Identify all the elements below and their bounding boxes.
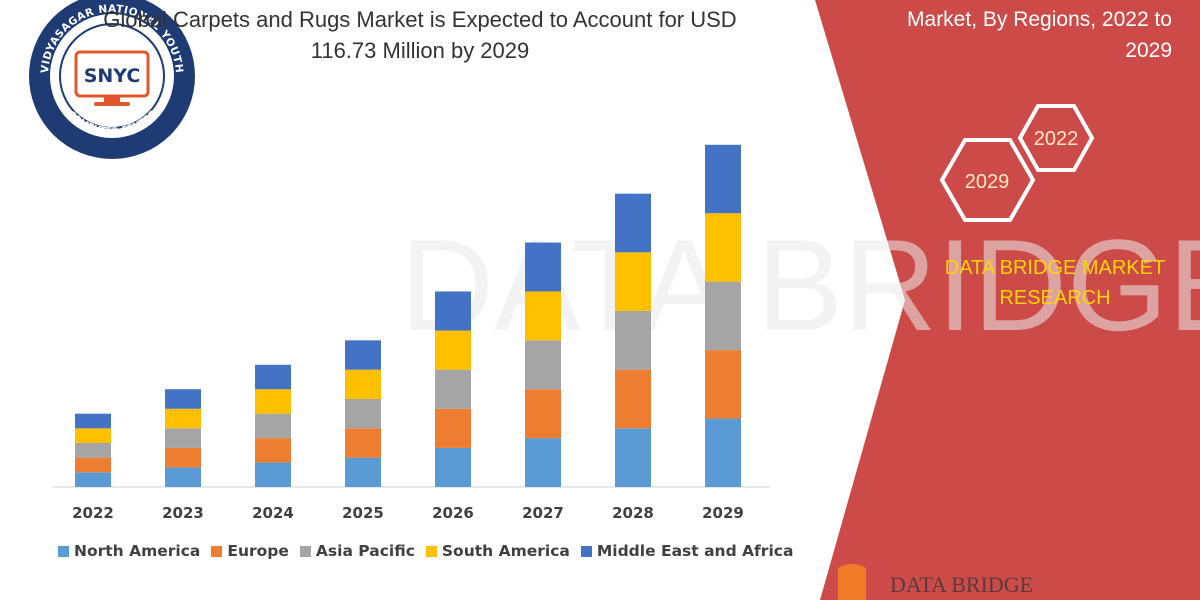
- red-side-panel: [815, 0, 1200, 600]
- hexagon-year-back: 2029: [965, 171, 1010, 193]
- bar-segment-2029-middle-east-and-africa: [705, 144, 741, 214]
- logo-mark-text: SNYC: [84, 65, 141, 87]
- hexagon-badge-back: [939, 138, 1036, 222]
- bar-segment-2024-north-america: [255, 462, 291, 487]
- chart-title: Global Carpets and Rugs Market is Expect…: [40, 4, 800, 66]
- hexagon-badge-front: [1017, 104, 1095, 172]
- bar-segment-2029-south-america: [705, 213, 741, 282]
- brand-line1: DATA BRIDGE MARKET: [944, 257, 1166, 279]
- chart-subtitle-line2: 2029: [1125, 39, 1172, 62]
- x-tick-label: 2025: [342, 504, 384, 522]
- x-tick-label: 2028: [612, 504, 654, 522]
- legend-label: Asia Pacific: [315, 542, 415, 560]
- chart-title-line1: Global Carpets and Rugs Market is Expect…: [103, 7, 737, 32]
- legend-swatch: [211, 545, 223, 557]
- legend-label: Europe: [227, 542, 289, 560]
- legend-swatch: [58, 545, 69, 557]
- bar-segment-2023-europe: [165, 447, 201, 468]
- chart-title-line2: 116.73 Million by 2029: [310, 38, 530, 63]
- bar-segment-2028-asia-pacific: [615, 311, 651, 370]
- data-bridge-logo-text: DATA BRIDGE: [890, 572, 1033, 597]
- legend-item-europe: Europe: [211, 542, 289, 560]
- bar-segment-2026-north-america: [435, 447, 471, 487]
- bar-segment-2022-north-america: [75, 472, 111, 487]
- legend-label: Middle East and Africa: [596, 542, 794, 560]
- legend-swatch: [299, 545, 311, 557]
- bar-segment-2029-north-america: [705, 418, 741, 487]
- logo-badge: VIDYASAGAR NATIONAL YOUTH COMPUTER CENTR…: [29, 0, 195, 159]
- bar-segment-2028-middle-east-and-africa: [615, 193, 651, 253]
- x-tick-label: 2023: [162, 504, 204, 522]
- bar-segment-2025-south-america: [345, 369, 381, 399]
- legend-label: South America: [441, 542, 570, 560]
- data-bridge-logo: DATA BRIDGE: [838, 564, 1033, 600]
- bar-segment-2023-middle-east-and-africa: [165, 389, 201, 409]
- brand-name: DATA BRIDGE MARKET RESEARCH: [910, 253, 1200, 313]
- bar-segment-2027-north-america: [525, 438, 561, 487]
- bar-segment-2024-europe: [255, 438, 291, 463]
- legend-swatch: [425, 545, 437, 557]
- bar-segment-2022-south-america: [75, 428, 111, 443]
- bar-segment-2023-north-america: [165, 467, 201, 487]
- chart-legend: North America Europe Asia Pacific South …: [58, 539, 793, 563]
- legend-item-south-america: South America: [425, 542, 570, 560]
- bar-segment-2026-middle-east-and-africa: [435, 291, 471, 331]
- bar-segment-2027-south-america: [525, 291, 561, 341]
- bar-segment-2027-middle-east-and-africa: [525, 242, 561, 292]
- bar-segment-2024-south-america: [255, 389, 291, 414]
- chart-subtitle-line1: Market, By Regions, 2022 to: [907, 8, 1172, 31]
- bar-segment-2025-middle-east-and-africa: [345, 340, 381, 370]
- x-tick-label: 2022: [72, 504, 114, 522]
- bar-segment-2027-europe: [525, 389, 561, 439]
- bar-segment-2023-asia-pacific: [165, 428, 201, 448]
- hexagon-year-front: 2022: [1034, 128, 1079, 150]
- bar-segment-2026-south-america: [435, 330, 471, 370]
- legend-label: North America: [74, 542, 201, 560]
- x-tick-label: 2029: [702, 504, 744, 522]
- bar-segment-2022-middle-east-and-africa: [75, 413, 111, 429]
- bar-segment-2022-asia-pacific: [75, 443, 111, 458]
- x-tick-label: 2026: [432, 504, 474, 522]
- bar-segment-2022-europe: [75, 457, 111, 473]
- legend-item-middle-east-africa: Middle East and Africa: [580, 542, 794, 560]
- bar-segment-2028-south-america: [615, 252, 651, 311]
- bar-segment-2023-south-america: [165, 408, 201, 429]
- bar-segment-2024-asia-pacific: [255, 413, 291, 439]
- legend-item-asia-pacific: Asia Pacific: [299, 542, 415, 560]
- bridge-icon: [838, 564, 866, 600]
- x-tick-label: 2024: [252, 504, 294, 522]
- bar-segment-2028-north-america: [615, 428, 651, 487]
- legend-swatch: [580, 545, 592, 557]
- x-tick-label: 2027: [522, 504, 564, 522]
- bar-segment-2029-europe: [705, 350, 741, 419]
- bar-segment-2026-europe: [435, 408, 471, 448]
- bar-segment-2027-asia-pacific: [525, 340, 561, 390]
- bar-segment-2025-europe: [345, 428, 381, 458]
- legend-item-north-america: North America: [58, 542, 200, 560]
- bar-segment-2024-middle-east-and-africa: [255, 364, 291, 390]
- bar-segment-2026-asia-pacific: [435, 369, 471, 409]
- bar-segment-2025-north-america: [345, 457, 381, 487]
- chart-subtitle: Market, By Regions, 2022 to 2029: [860, 4, 1172, 66]
- bar-segment-2025-asia-pacific: [345, 399, 381, 429]
- bar-segment-2029-asia-pacific: [705, 281, 741, 351]
- bar-segment-2028-europe: [615, 369, 651, 429]
- brand-line2: RESEARCH: [999, 287, 1111, 309]
